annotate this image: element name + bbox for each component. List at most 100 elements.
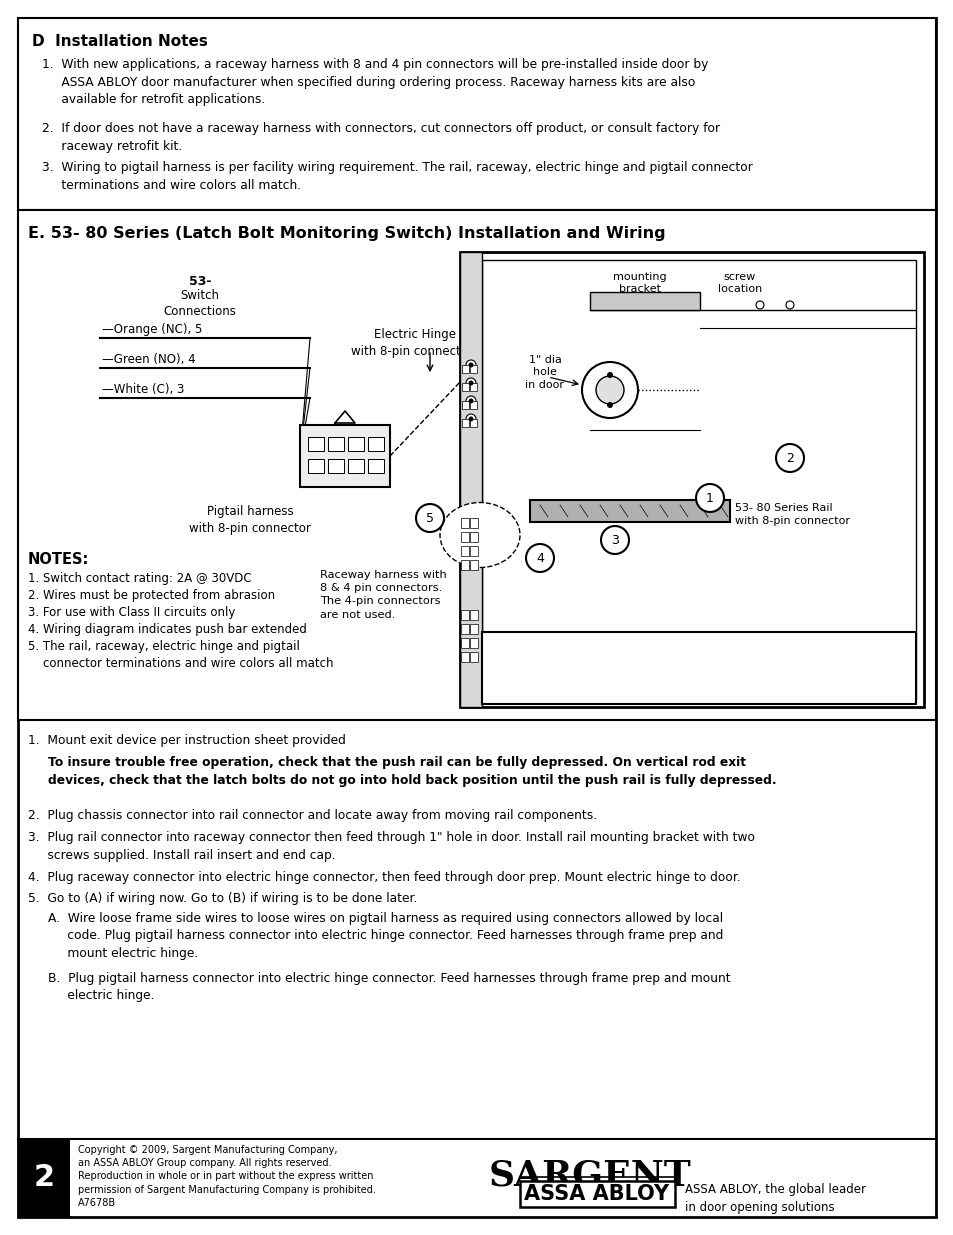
- Text: 6: 6: [334, 440, 338, 448]
- Bar: [460, 517, 469, 529]
- Circle shape: [468, 416, 473, 421]
- Text: screw
location: screw location: [717, 272, 761, 294]
- Bar: [481, 261, 915, 699]
- Text: D  Installation Notes: D Installation Notes: [32, 35, 208, 49]
- Text: mounting
bracket: mounting bracket: [613, 272, 666, 294]
- Text: 1: 1: [374, 462, 378, 471]
- Text: To insure trouble free operation, check that the push rail can be fully depresse: To insure trouble free operation, check …: [48, 756, 776, 787]
- Text: SARGENT: SARGENT: [488, 1158, 691, 1193]
- Bar: [461, 366, 469, 373]
- Bar: [328, 459, 344, 473]
- Text: 5: 5: [334, 462, 338, 471]
- Text: 4.  Plug raceway connector into electric hinge connector, then feed through door: 4. Plug raceway connector into electric …: [28, 871, 740, 884]
- Bar: [470, 383, 476, 391]
- Bar: [461, 383, 469, 391]
- Text: 4. Wiring diagram indicates push bar extended: 4. Wiring diagram indicates push bar ext…: [28, 622, 307, 636]
- Bar: [348, 459, 364, 473]
- Bar: [308, 437, 324, 451]
- Bar: [470, 638, 477, 648]
- Bar: [519, 1181, 675, 1207]
- Bar: [589, 291, 700, 310]
- Text: NOTES:: NOTES:: [28, 552, 90, 567]
- Bar: [461, 419, 469, 427]
- Circle shape: [696, 484, 723, 513]
- Text: 3.  Wiring to pigtail harness is per facility wiring requirement. The rail, race: 3. Wiring to pigtail harness is per faci…: [42, 161, 752, 191]
- Bar: [470, 419, 476, 427]
- Bar: [459, 252, 923, 706]
- Text: 53- 80 Series Rail
with 8-pin connector: 53- 80 Series Rail with 8-pin connector: [734, 503, 849, 526]
- Bar: [18, 1139, 70, 1216]
- Circle shape: [581, 362, 638, 417]
- Bar: [470, 401, 476, 409]
- Bar: [470, 624, 477, 634]
- Circle shape: [596, 375, 623, 404]
- Text: ASSA ABLOY: ASSA ABLOY: [524, 1184, 669, 1204]
- Bar: [308, 459, 324, 473]
- Circle shape: [416, 504, 443, 532]
- Text: 1.  Mount exit device per instruction sheet provided: 1. Mount exit device per instruction she…: [28, 734, 346, 747]
- Text: 1.  With new applications, a raceway harness with 8 and 4 pin connectors will be: 1. With new applications, a raceway harn…: [42, 58, 708, 106]
- Text: —Green (NO), 4: —Green (NO), 4: [102, 353, 195, 366]
- Bar: [461, 401, 469, 409]
- Text: 1: 1: [705, 492, 713, 505]
- Ellipse shape: [439, 503, 519, 568]
- Bar: [368, 437, 384, 451]
- Bar: [328, 437, 344, 451]
- Text: —Orange (NC), 5: —Orange (NC), 5: [102, 324, 202, 336]
- Text: 2: 2: [785, 452, 793, 464]
- Text: 7: 7: [314, 462, 318, 471]
- Circle shape: [775, 445, 803, 472]
- Circle shape: [468, 399, 473, 404]
- Circle shape: [465, 396, 476, 406]
- Text: ASSA ABLOY, the global leader
in door opening solutions: ASSA ABLOY, the global leader in door op…: [684, 1183, 865, 1214]
- Bar: [470, 366, 476, 373]
- Bar: [18, 210, 935, 720]
- Text: 53-: 53-: [189, 275, 211, 288]
- Bar: [348, 437, 364, 451]
- Circle shape: [465, 414, 476, 424]
- Text: 2: 2: [374, 440, 378, 448]
- Circle shape: [606, 403, 613, 408]
- Text: 2: 2: [33, 1163, 54, 1193]
- Text: E. 53- 80 Series (Latch Bolt Monitoring Switch) Installation and Wiring: E. 53- 80 Series (Latch Bolt Monitoring …: [28, 226, 665, 241]
- Text: 8: 8: [314, 440, 318, 448]
- Circle shape: [525, 543, 554, 572]
- Text: 3. For use with Class II circuits only: 3. For use with Class II circuits only: [28, 606, 235, 619]
- Bar: [470, 610, 477, 620]
- Bar: [481, 632, 915, 704]
- Text: 5.  Go to (A) if wiring now. Go to (B) if wiring is to be done later.: 5. Go to (A) if wiring now. Go to (B) if…: [28, 892, 417, 905]
- Bar: [460, 624, 469, 634]
- Text: 5. The rail, raceway, electric hinge and pigtail: 5. The rail, raceway, electric hinge and…: [28, 640, 299, 653]
- Text: 1" dia
hole
in door: 1" dia hole in door: [525, 354, 564, 390]
- Circle shape: [755, 301, 763, 309]
- Text: Switch
Connections: Switch Connections: [163, 289, 236, 317]
- Bar: [460, 610, 469, 620]
- Bar: [470, 652, 477, 662]
- Circle shape: [465, 359, 476, 370]
- Text: 2.  If door does not have a raceway harness with connectors, cut connectors off : 2. If door does not have a raceway harne…: [42, 122, 720, 152]
- Text: —White (C), 3: —White (C), 3: [102, 383, 184, 396]
- Bar: [460, 638, 469, 648]
- Circle shape: [468, 380, 473, 385]
- Text: 2. Wires must be protected from abrasion: 2. Wires must be protected from abrasion: [28, 589, 274, 601]
- Text: 4: 4: [354, 440, 358, 448]
- Text: 3.  Plug rail connector into raceway connector then feed through 1" hole in door: 3. Plug rail connector into raceway conn…: [28, 831, 754, 862]
- Text: 4: 4: [536, 552, 543, 564]
- Bar: [460, 652, 469, 662]
- Bar: [460, 532, 469, 542]
- Text: Electric Hinge
with 8-pin connectors: Electric Hinge with 8-pin connectors: [351, 329, 478, 358]
- Text: Raceway harness with
8 & 4 pin connectors.
The 4-pin connectors
are not used.: Raceway harness with 8 & 4 pin connector…: [319, 571, 446, 620]
- Bar: [470, 546, 477, 556]
- Bar: [299, 425, 390, 487]
- Bar: [18, 19, 935, 210]
- Text: B.  Plug pigtail harness connector into electric hinge connector. Feed harnesses: B. Plug pigtail harness connector into e…: [48, 972, 730, 1003]
- Text: connector terminations and wire colors all match: connector terminations and wire colors a…: [28, 657, 334, 671]
- Circle shape: [606, 372, 613, 378]
- Bar: [530, 500, 729, 522]
- Text: 1. Switch contact rating: 2A @ 30VDC: 1. Switch contact rating: 2A @ 30VDC: [28, 572, 252, 585]
- Circle shape: [465, 378, 476, 388]
- Text: Copyright © 2009, Sargent Manufacturing Company,
an ASSA ABLOY Group company. Al: Copyright © 2009, Sargent Manufacturing …: [78, 1145, 375, 1208]
- Bar: [368, 459, 384, 473]
- Circle shape: [785, 301, 793, 309]
- Text: 3: 3: [611, 534, 618, 547]
